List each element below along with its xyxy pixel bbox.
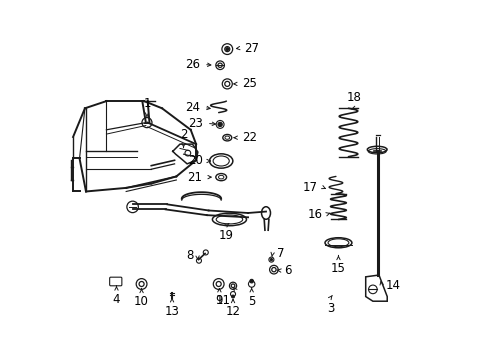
Text: 8: 8: [185, 249, 193, 262]
Text: 7: 7: [276, 247, 284, 260]
Text: 22: 22: [242, 131, 257, 144]
Text: 12: 12: [225, 305, 240, 318]
Text: 16: 16: [307, 208, 322, 221]
Text: 11: 11: [215, 294, 230, 307]
Text: 19: 19: [219, 229, 234, 243]
Text: 21: 21: [187, 171, 202, 184]
Text: 23: 23: [187, 117, 202, 130]
Text: 26: 26: [184, 58, 199, 71]
Text: 13: 13: [164, 305, 179, 318]
Circle shape: [218, 122, 222, 127]
Circle shape: [225, 48, 228, 50]
Text: 15: 15: [330, 262, 345, 275]
Text: 18: 18: [346, 91, 361, 104]
Text: 20: 20: [187, 154, 202, 167]
Text: 27: 27: [244, 41, 259, 54]
Text: 14: 14: [386, 279, 400, 292]
Circle shape: [270, 258, 272, 261]
Text: 3: 3: [326, 302, 334, 315]
Circle shape: [231, 295, 234, 298]
Text: 17: 17: [303, 181, 317, 194]
Text: 10: 10: [134, 296, 149, 309]
Text: 25: 25: [242, 77, 256, 90]
Text: 1: 1: [143, 97, 150, 110]
Text: 2: 2: [180, 127, 187, 140]
Text: 5: 5: [247, 295, 255, 308]
Text: 6: 6: [284, 264, 291, 277]
Text: 4: 4: [113, 293, 120, 306]
Text: 24: 24: [184, 101, 199, 114]
Text: 9: 9: [215, 294, 223, 307]
Circle shape: [249, 279, 253, 283]
